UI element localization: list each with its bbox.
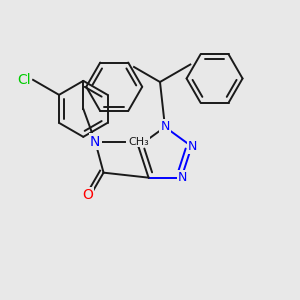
Text: CH₃: CH₃ [128, 137, 149, 147]
Text: Cl: Cl [17, 73, 31, 87]
Text: N: N [90, 135, 101, 149]
Text: N: N [188, 140, 197, 153]
Text: N: N [160, 121, 170, 134]
Text: O: O [82, 188, 93, 202]
Text: N: N [178, 171, 187, 184]
